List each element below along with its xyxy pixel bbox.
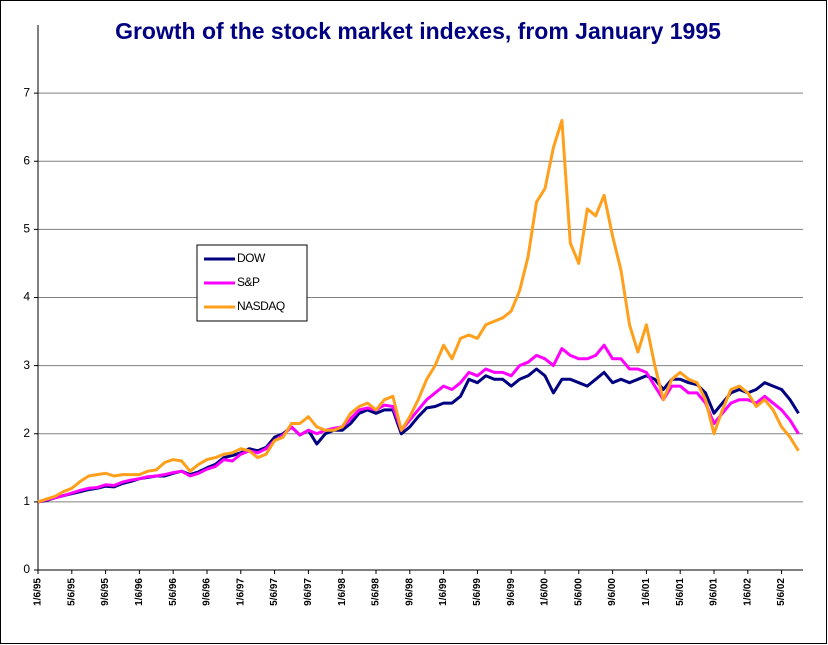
x-tick-label: 1/6/02: [742, 578, 753, 606]
x-tick-label: 5/6/99: [472, 578, 483, 606]
series-line: [37, 343, 800, 504]
y-tick-label: 0: [23, 562, 30, 576]
y-tick-label: 3: [23, 358, 30, 372]
x-tick-label: 1/6/95: [33, 578, 44, 606]
x-tick-label: 9/6/98: [404, 578, 415, 606]
x-tick-label: 5/6/97: [269, 578, 280, 606]
y-tick-label: 2: [23, 426, 30, 440]
chart-title: Growth of the stock market indexes, from…: [115, 18, 721, 44]
x-tick-label: 9/6/97: [303, 578, 314, 606]
x-tick-label: 1/6/97: [235, 578, 246, 606]
x-tick-label: 9/6/95: [100, 578, 111, 606]
x-tick-label: 5/6/00: [573, 578, 584, 606]
x-tick-label: 1/6/96: [134, 578, 145, 606]
y-tick-label: 6: [23, 153, 30, 167]
x-tick-label: 5/6/96: [168, 578, 179, 606]
x-tick-label: 9/6/96: [202, 578, 213, 606]
legend-label: S&P: [237, 275, 260, 289]
x-tick-label: 5/6/01: [675, 578, 686, 606]
x-tick-label: 5/6/95: [66, 578, 77, 606]
legend-label: DOW: [237, 251, 266, 265]
legend-label: NASDAQ: [237, 299, 285, 313]
x-tick-label: 1/6/98: [337, 578, 348, 606]
y-tick-label: 7: [23, 85, 30, 99]
x-tick-label: 5/6/02: [776, 578, 787, 606]
x-tick-label: 9/6/00: [607, 578, 618, 606]
x-tick-label: 1/6/00: [540, 578, 551, 606]
y-tick-label: 4: [23, 290, 30, 304]
x-tick-label: 1/6/01: [641, 578, 652, 606]
x-tick-label: 9/6/01: [709, 578, 720, 606]
x-tick-label: 5/6/98: [371, 578, 382, 606]
x-tick-label: 1/6/99: [438, 578, 449, 606]
y-tick-label: 1: [23, 494, 30, 508]
x-tick-label: 9/6/99: [506, 578, 517, 606]
series-line: [37, 118, 800, 504]
y-tick-label: 5: [23, 222, 30, 236]
